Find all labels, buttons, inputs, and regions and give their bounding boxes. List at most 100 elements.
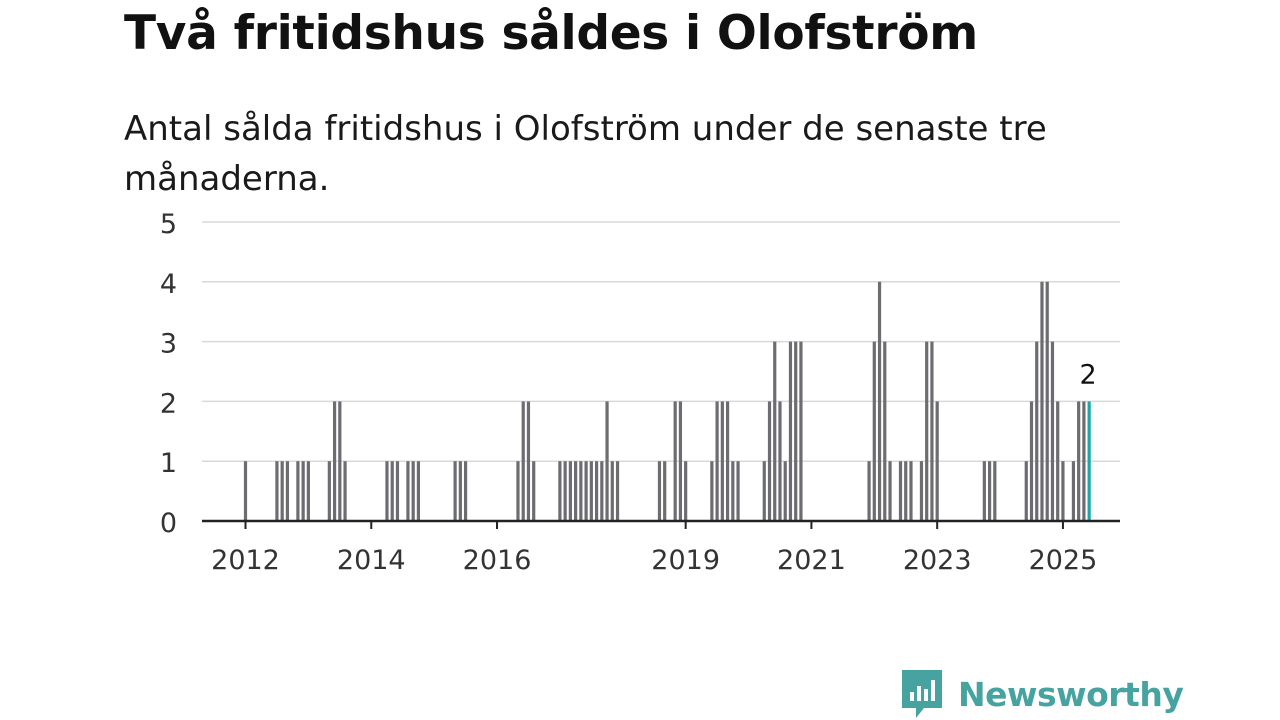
bar (568, 461, 572, 521)
y-tick-label: 4 (160, 269, 177, 300)
y-tick-label: 5 (160, 209, 177, 240)
bar (605, 401, 609, 521)
bar (306, 461, 310, 521)
bar (516, 461, 520, 521)
bar (872, 341, 876, 521)
bar (390, 461, 394, 521)
bar (526, 401, 531, 521)
x-tick-label: 2019 (651, 545, 720, 576)
bar (1045, 281, 1049, 521)
bar (584, 461, 588, 521)
bar (888, 461, 892, 521)
bar (275, 461, 279, 521)
bar (778, 401, 782, 521)
bar (521, 401, 525, 521)
bar (395, 461, 400, 521)
bar (301, 461, 305, 521)
bar (1077, 401, 1081, 521)
bar (1040, 281, 1044, 521)
bar (411, 461, 415, 521)
x-axis: 2012 2014 2016 2019 2021 2023 2025 (202, 519, 1120, 576)
bar (684, 461, 688, 521)
bar (463, 461, 468, 521)
bar (594, 461, 599, 521)
bar (736, 461, 740, 521)
bar (1035, 341, 1039, 521)
gridlines (202, 221, 1120, 462)
bar (296, 461, 300, 521)
bar (898, 461, 903, 521)
bar (243, 461, 248, 521)
bar (982, 461, 986, 521)
x-tick-label: 2023 (903, 545, 972, 576)
bar (794, 341, 798, 521)
bar (285, 461, 290, 521)
bar (799, 341, 803, 521)
bar (715, 401, 719, 521)
x-tick-label: 2012 (211, 545, 280, 576)
bar (710, 461, 714, 521)
bar (930, 341, 934, 521)
bar (579, 461, 583, 521)
bar (406, 461, 410, 521)
bar (338, 401, 342, 521)
bar (610, 461, 614, 521)
bar-highlight (1087, 401, 1091, 521)
bar (673, 401, 677, 521)
y-tick-label: 3 (160, 329, 177, 360)
bar (574, 461, 578, 521)
bar (563, 461, 567, 521)
bar (762, 461, 766, 521)
x-tick-label: 2016 (463, 545, 532, 576)
bar (1050, 341, 1055, 521)
bar (725, 401, 730, 521)
highlight-value-label: 2 (1080, 359, 1097, 390)
bar (935, 401, 939, 521)
chart-title: Två fritidshus såldes i Olofström (124, 6, 978, 61)
newsworthy-logo[interactable]: Newsworthy (902, 670, 1184, 720)
bar (773, 341, 777, 521)
bars (243, 281, 1091, 521)
bar (589, 461, 593, 521)
bar (1024, 461, 1028, 521)
bar (720, 401, 724, 521)
bar (663, 461, 667, 521)
bar (904, 461, 908, 521)
bar (731, 461, 735, 521)
bar (385, 461, 389, 521)
x-tick-label: 2014 (337, 545, 406, 576)
bar (919, 461, 924, 521)
chart-subtitle: Antal sålda fritidshus i Olofström under… (124, 109, 1047, 199)
bar (453, 461, 457, 521)
bar (532, 461, 536, 521)
bar (867, 461, 871, 521)
bar (767, 401, 772, 521)
annotations: 2 (1080, 359, 1097, 390)
bar (600, 461, 604, 521)
bar (1029, 401, 1034, 521)
bar (657, 461, 662, 521)
bar (987, 461, 992, 521)
bar (1061, 461, 1065, 521)
newsworthy-logo-icon (902, 670, 942, 718)
bar (558, 461, 562, 521)
y-axis: 0 1 2 3 4 5 (160, 209, 177, 539)
bar (909, 461, 913, 521)
bar (416, 461, 421, 521)
bar (877, 281, 882, 521)
bar (615, 461, 620, 521)
x-tick-label: 2021 (777, 545, 846, 576)
brand-name: Newsworthy (958, 675, 1184, 714)
bar (458, 461, 462, 521)
bar (883, 341, 887, 521)
y-tick-label: 0 (160, 508, 177, 539)
bar (1071, 461, 1076, 521)
bar (678, 401, 683, 521)
bar (327, 461, 331, 521)
bar (788, 341, 793, 521)
x-tick-label: 2025 (1029, 545, 1098, 576)
y-tick-label: 2 (160, 388, 177, 419)
bar (280, 461, 284, 521)
bar (1056, 401, 1060, 521)
